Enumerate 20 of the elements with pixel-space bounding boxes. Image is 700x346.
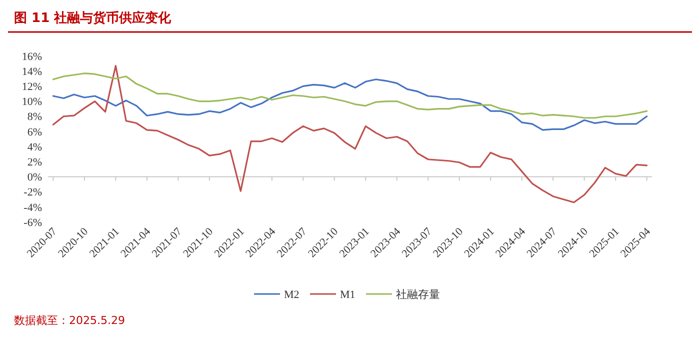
- y-tick-label: 0%: [27, 172, 42, 184]
- y-tick-label: 8%: [27, 111, 42, 124]
- y-tick-label: 2%: [27, 156, 42, 168]
- y-tick-label: 14%: [22, 66, 42, 78]
- y-tick-label: -4%: [24, 202, 42, 214]
- line-series: [52, 78, 648, 131]
- y-tick-label: -2%: [24, 186, 42, 199]
- y-tick-label: 4%: [27, 141, 42, 154]
- chart-title: 图 11 社融与货币供应变化: [14, 10, 172, 26]
- line-series: [52, 65, 648, 204]
- y-tick-label: -6%: [24, 216, 42, 229]
- line-series: [52, 72, 648, 119]
- y-tick-label: 6%: [27, 126, 42, 138]
- y-tick-label: 12%: [22, 81, 42, 94]
- y-tick-label: 16%: [22, 50, 42, 63]
- y-tick-label: 10%: [22, 96, 42, 108]
- legend-label: M1: [340, 288, 356, 301]
- text: 数据截至：2025.5.29: [14, 314, 125, 327]
- legend-label: 社融存量: [396, 288, 440, 301]
- legend-label: M2: [284, 288, 300, 301]
